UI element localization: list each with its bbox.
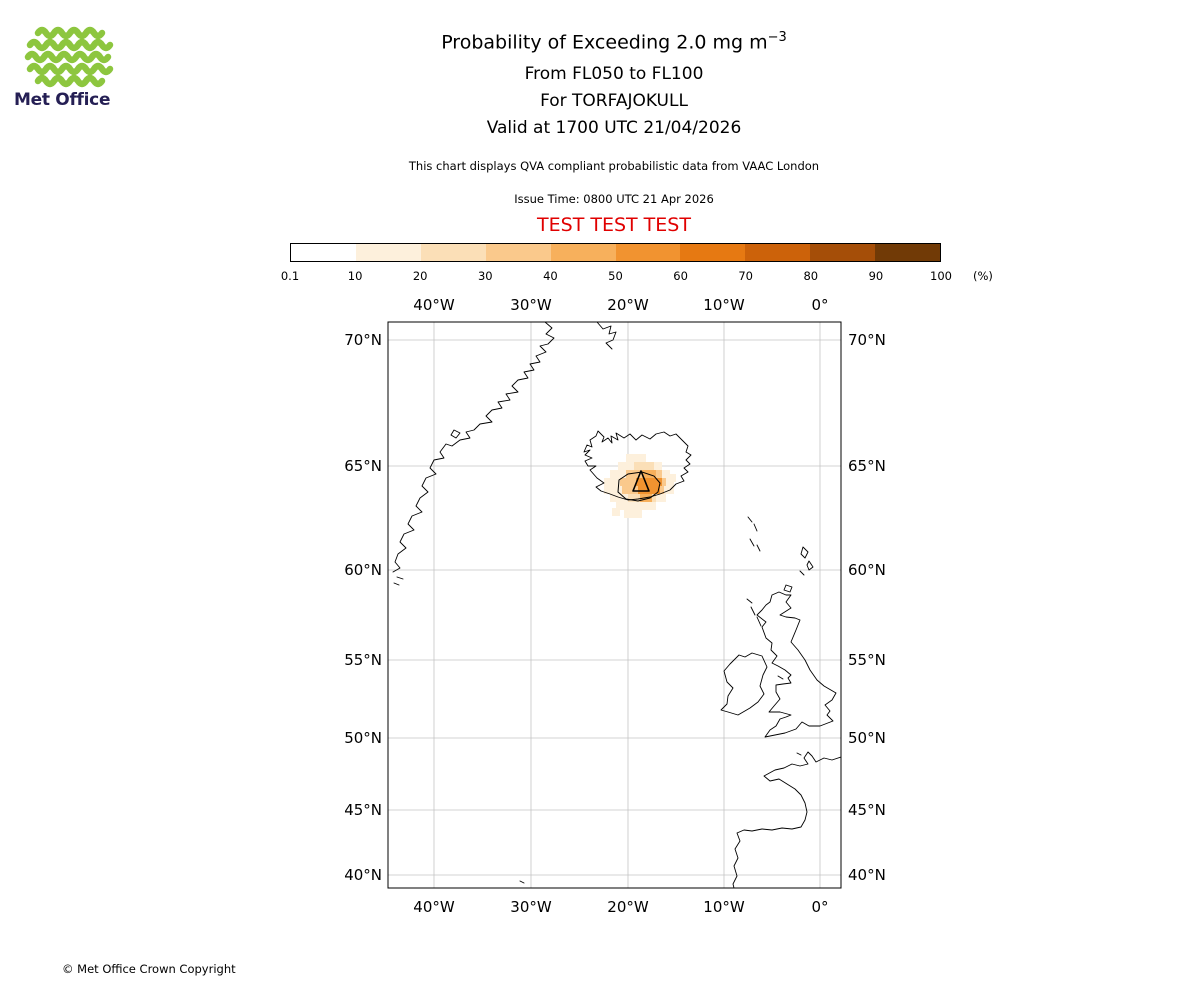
met-office-logo <box>24 26 114 88</box>
lat-label-left: 55°N <box>344 651 382 669</box>
page-title: Probability of Exceeding 2.0 mg m−3 <box>14 30 1200 53</box>
lat-label-left: 65°N <box>344 457 382 475</box>
colorbar <box>290 243 941 262</box>
lon-label-top: 40°W <box>413 296 455 314</box>
lon-label-bottom: 10°W <box>703 898 745 916</box>
colorbar-segment <box>550 244 616 261</box>
lon-label-bottom: 30°W <box>510 898 552 916</box>
colorbar-segment <box>680 244 746 261</box>
lat-label-right: 70°N <box>848 331 886 349</box>
channel-islands <box>796 752 802 756</box>
lon-label-bottom: 40°W <box>413 898 455 916</box>
test-banner: TEST TEST TEST <box>537 214 691 236</box>
probability-cell <box>616 502 656 510</box>
lon-label-top: 0° <box>811 296 828 314</box>
lat-label-left: 45°N <box>344 801 382 819</box>
colorbar-segment <box>875 244 941 261</box>
colorbar-tick-label: 90 <box>868 269 884 283</box>
colorbar-tick-label: 40 <box>543 269 558 283</box>
coastline-great-britain <box>756 591 837 738</box>
lat-label-right: 60°N <box>848 561 886 579</box>
colorbar-unit-label: (%) <box>973 269 993 283</box>
subtitle-flight-levels: From FL050 to FL100 <box>524 64 704 84</box>
colorbar-segment <box>745 244 811 261</box>
lon-label-top: 30°W <box>510 296 552 314</box>
lat-label-right: 45°N <box>848 801 886 819</box>
lon-label-top: 20°W <box>607 296 649 314</box>
colorbar-tick-label: 80 <box>803 269 819 283</box>
coastline-greenland-fjords <box>596 322 617 350</box>
copyright-notice: © Met Office Crown Copyright <box>62 962 236 976</box>
volcano-marker-icon <box>632 470 650 492</box>
lon-label-top: 10°W <box>703 296 745 314</box>
orkney-islands <box>783 584 793 593</box>
colorbar-tick-label: 0.1 <box>280 269 300 283</box>
colorbar-segment <box>355 244 421 261</box>
lat-label-left: 70°N <box>344 331 382 349</box>
colorbar-tick-label: 10 <box>347 269 363 283</box>
coastline-france-spain <box>732 751 841 888</box>
exceedance-contour <box>617 471 661 502</box>
lon-label-bottom: 20°W <box>607 898 649 916</box>
title-superscript: −3 <box>767 30 787 45</box>
colorbar-tick-label: 60 <box>673 269 688 283</box>
lat-label-left: 40°N <box>344 866 382 884</box>
colorbar-tick-label: 20 <box>412 269 428 283</box>
logo-waves-icon <box>24 26 114 88</box>
shetland-islands <box>799 546 814 576</box>
faroe-islands <box>747 516 761 552</box>
map-border <box>387 321 842 889</box>
colorbar-tick-label: 70 <box>738 269 754 283</box>
probability-cell <box>634 462 654 470</box>
colorbar-segment <box>420 244 486 261</box>
logo-brand-text: Met Office <box>14 90 111 110</box>
grid-lines <box>388 322 841 888</box>
lat-label-right: 40°N <box>848 866 886 884</box>
colorbar-tick-label: 30 <box>477 269 493 283</box>
subtitle-volcano: For TORFAJOKULL <box>540 91 688 111</box>
probability-cell <box>624 510 642 518</box>
lat-label-right: 65°N <box>848 457 886 475</box>
colorbar-tick-label: 50 <box>608 269 623 283</box>
lat-label-right: 55°N <box>848 651 886 669</box>
probability-cell <box>636 478 662 486</box>
coastlines <box>392 322 841 888</box>
qva-description: This chart displays QVA compliant probab… <box>408 159 820 173</box>
title-main: Probability of Exceeding 2.0 mg m <box>441 31 768 54</box>
colorbar-segment <box>810 244 876 261</box>
isle-of-man <box>777 675 784 680</box>
colorbar-legend: 0.1 10 20 30 40 50 60 70 80 90 100 (%) <box>281 243 1000 293</box>
probability-cell <box>626 454 646 462</box>
colorbar-tick-label: 100 <box>930 269 952 283</box>
colorbar-segment <box>615 244 681 261</box>
lat-label-left: 60°N <box>344 561 382 579</box>
greenland-island <box>393 429 461 586</box>
subtitle-valid-time: Valid at 1700 UTC 21/04/2026 <box>486 118 742 138</box>
hebrides-islands <box>746 598 762 627</box>
probability-cell <box>612 508 620 516</box>
colorbar-segment <box>485 244 551 261</box>
issue-time: Issue Time: 0800 UTC 21 Apr 2026 <box>514 192 714 206</box>
coastline-greenland <box>392 322 555 573</box>
axis-labels: 40°W 30°W 20°W 10°W 0° 40°W 30°W 20°W 10… <box>344 296 886 916</box>
coastline-iceland <box>583 430 692 501</box>
lat-label-left: 50°N <box>344 729 382 747</box>
azores-island <box>519 880 525 884</box>
colorbar-segment <box>291 244 356 261</box>
lat-label-right: 50°N <box>848 729 886 747</box>
probability-blob <box>604 454 676 518</box>
lon-label-bottom: 0° <box>811 898 828 916</box>
coastline-ireland <box>720 652 768 716</box>
